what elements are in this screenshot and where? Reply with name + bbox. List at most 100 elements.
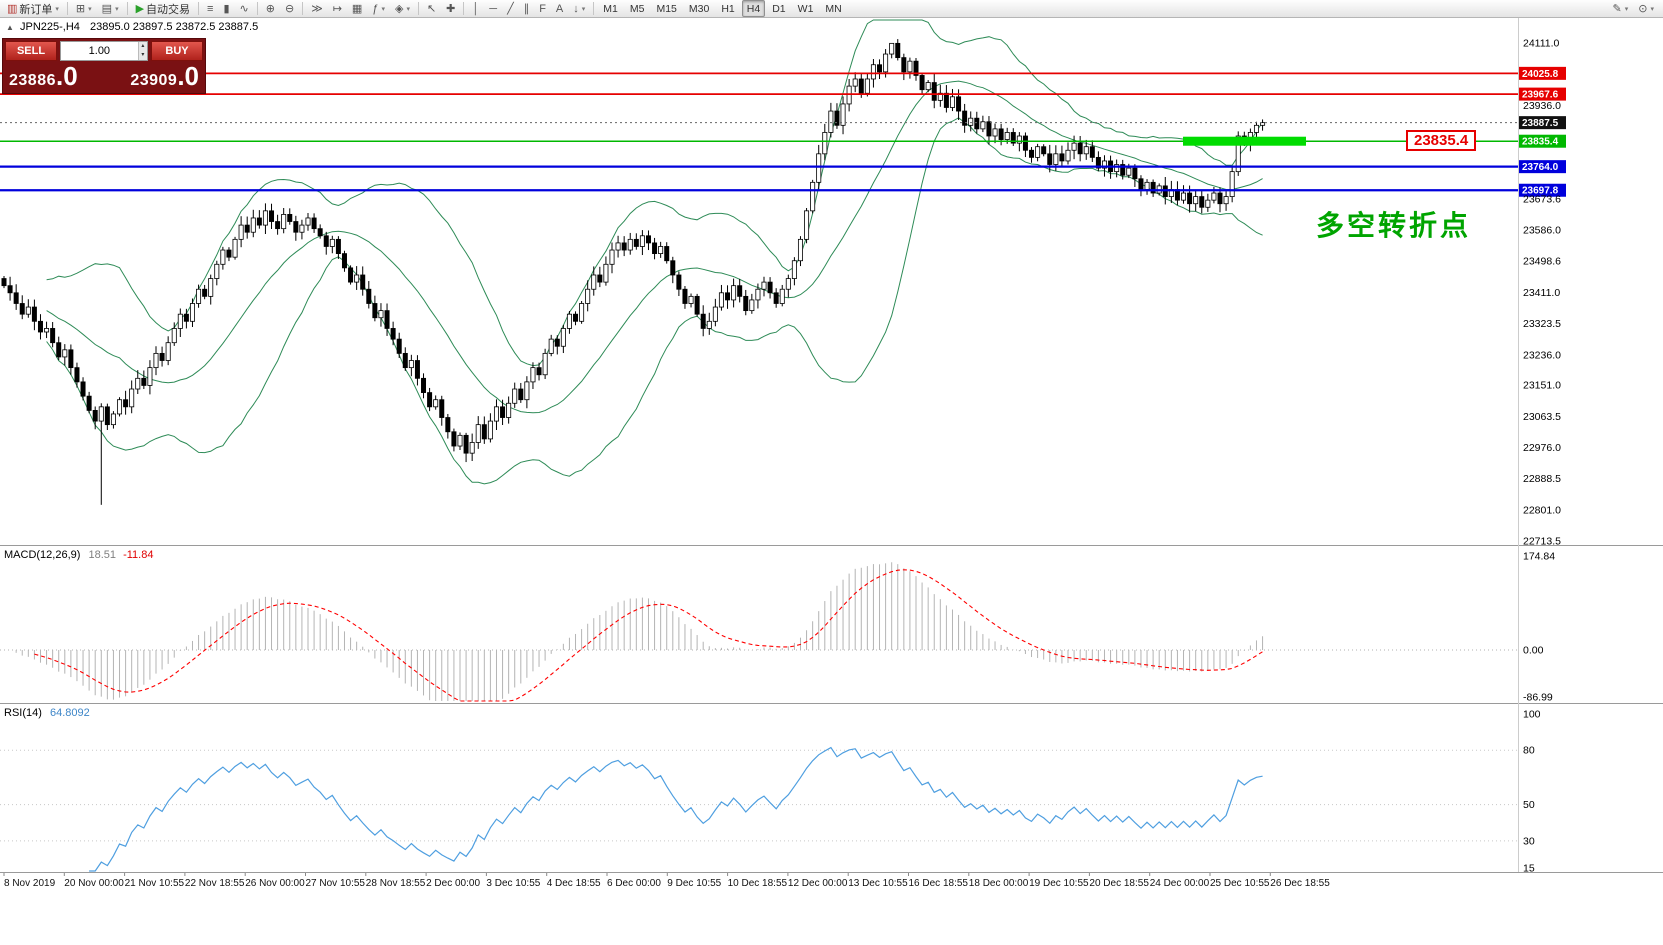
candle-body (451, 431, 457, 447)
candle-body (1235, 135, 1241, 173)
text-button[interactable]: A (552, 0, 567, 18)
candle-body (694, 295, 700, 315)
timeframe-m30-button[interactable]: M30 (688, 2, 710, 15)
candle-body (1187, 192, 1193, 205)
candle-body (877, 64, 883, 73)
macd-scale-label: 0.00 (1523, 645, 1544, 657)
volume-down-button[interactable]: ▾ (137, 51, 147, 60)
timeframe-mn-button[interactable]: MN (825, 2, 842, 15)
grid-button[interactable]: ▦ (348, 0, 366, 18)
bars-chart-button[interactable]: ≡ (203, 0, 217, 18)
objects-list-icon: ◈ (394, 2, 404, 15)
price-axis-label: 23151.0 (1523, 380, 1561, 392)
candle-body (311, 217, 317, 230)
candle-body (1010, 132, 1016, 144)
caret-down-icon: ▾ (115, 5, 119, 13)
candle-body (177, 313, 183, 329)
toolbar-separator (126, 2, 128, 15)
candle-body (1205, 199, 1211, 208)
candle-body (390, 328, 396, 340)
candle-body (840, 103, 846, 126)
bollinger-middle-line (46, 80, 1263, 414)
candle-body (931, 82, 937, 101)
macd-scale-label: 174.84 (1523, 551, 1555, 563)
candlestick-chart-button[interactable]: ▮ (219, 0, 233, 18)
timeframe-h1-button[interactable]: H1 (721, 2, 735, 15)
volume-input[interactable] (61, 42, 138, 60)
candle-body (384, 310, 390, 329)
candle-body (1120, 164, 1126, 176)
crosshair-button[interactable]: ✚ (442, 0, 459, 18)
price-tag-24025.8 (1519, 66, 1566, 80)
candle-body (943, 92, 949, 108)
candle-body (1029, 149, 1035, 158)
candle-body (633, 238, 639, 247)
profiles-button[interactable]: ▤ ▾ (98, 0, 123, 18)
candle-body (250, 217, 256, 233)
caret-down-icon: ▾ (406, 5, 410, 13)
text-icon: A (555, 2, 564, 15)
zoom-in-button[interactable]: ⊕ (262, 0, 279, 18)
new-chart-button[interactable]: ⊞ ▾ (72, 0, 96, 18)
timeframe-m15-button[interactable]: M15 (656, 2, 677, 15)
candle-body (585, 288, 591, 304)
vertical-line-button[interactable]: │ (468, 0, 483, 18)
toolbar-separator (66, 2, 68, 15)
indicators-button[interactable]: ƒ ▾ (368, 0, 389, 18)
pencil-icon: ✎ (1612, 2, 1622, 15)
collapse-panel-toggle[interactable]: ▲ (6, 23, 14, 32)
arrow-marker-button[interactable]: ↓ ▾ (569, 0, 589, 18)
timeframe-m1-button[interactable]: M1 (603, 2, 618, 15)
toolbar-group-chart-types: ≡ ▮ ∿ (202, 0, 254, 18)
time-axis-label: 9 Dec 10:55 (667, 878, 721, 889)
candle-body (1126, 167, 1132, 176)
trade-buttons-row: SELL ▴ ▾ BUY (5, 41, 203, 61)
chart-shift-button[interactable]: ↦ (329, 0, 346, 18)
sell-button[interactable]: SELL (5, 41, 57, 61)
timeframe-w1-button[interactable]: W1 (797, 2, 814, 15)
price-axis-label: 24111.0 (1523, 38, 1560, 50)
highlight-zone-bar[interactable] (1183, 136, 1306, 146)
line-chart-button[interactable]: ∿ (236, 0, 253, 18)
auto-trading-button[interactable]: ▶ 自动交易 (132, 0, 194, 18)
rsi-scale-label: 30 (1523, 835, 1535, 847)
auto-scroll-button[interactable]: ≫ (307, 0, 327, 18)
objects-list-button[interactable]: ◈ ▾ (391, 0, 414, 18)
candle-body (153, 352, 159, 369)
candle-body (56, 342, 62, 358)
trendline-button[interactable]: ╱ (503, 0, 518, 18)
fibonacci-button[interactable]: F (535, 0, 550, 18)
toolbar-separator (417, 2, 419, 15)
candle-body (962, 110, 968, 126)
timeframe-d1-button[interactable]: D1 (772, 2, 786, 15)
buy-button[interactable]: BUY (151, 41, 203, 61)
horizontal-line-button[interactable]: ─ (485, 0, 501, 18)
candle-body (907, 60, 913, 73)
price-tag-text: 23764.0 (1522, 162, 1559, 173)
top-toolbar: ▥ 新订单 ▾ ⊞ ▾ ▤ ▾ ▶ 自动交易 ≡ ▮ ∿ ⊕ ⊖ ≫ ↦ ▦ ƒ ▾ ◈ ▾ ↖ ✚ │ ─… (0, 0, 1663, 18)
timeframe-h4-button[interactable]: H4 (741, 0, 766, 17)
candle-body (1035, 146, 1041, 158)
candle-body (123, 399, 129, 408)
volume-up-button[interactable]: ▴ (137, 42, 147, 51)
magnifier-button[interactable]: ⊙ ▾ (1634, 0, 1658, 18)
time-axis-label: 4 Dec 18:55 (547, 878, 601, 889)
zoom-out-button[interactable]: ⊖ (281, 0, 298, 18)
toolbar-group-windows: ⊞ ▾ ▤ ▾ (71, 0, 124, 18)
candle-body (135, 377, 141, 390)
turning-point-annotation[interactable]: 多空转折点 (1316, 210, 1472, 241)
timeframe-m5-button[interactable]: M5 (629, 2, 645, 15)
time-axis-label: 24 Dec 00:00 (1150, 878, 1210, 889)
rsi-indicator-label: RSI(14) 64.8092 (4, 707, 90, 719)
auto-scroll-icon: ≫ (311, 2, 323, 15)
pencil-button[interactable]: ✎ ▾ (1609, 0, 1633, 18)
price-level-label-box[interactable]: 23835.4 (1406, 130, 1477, 151)
new-order-button[interactable]: ▥ 新订单 ▾ (3, 0, 63, 18)
channel-button[interactable]: ∥ (520, 0, 534, 18)
candle-body (1253, 124, 1259, 133)
candle-body (749, 299, 755, 312)
candle-body (1150, 181, 1156, 194)
cursor-button[interactable]: ↖ (423, 0, 440, 18)
time-axis-label: 19 Dec 10:55 (1029, 878, 1089, 889)
